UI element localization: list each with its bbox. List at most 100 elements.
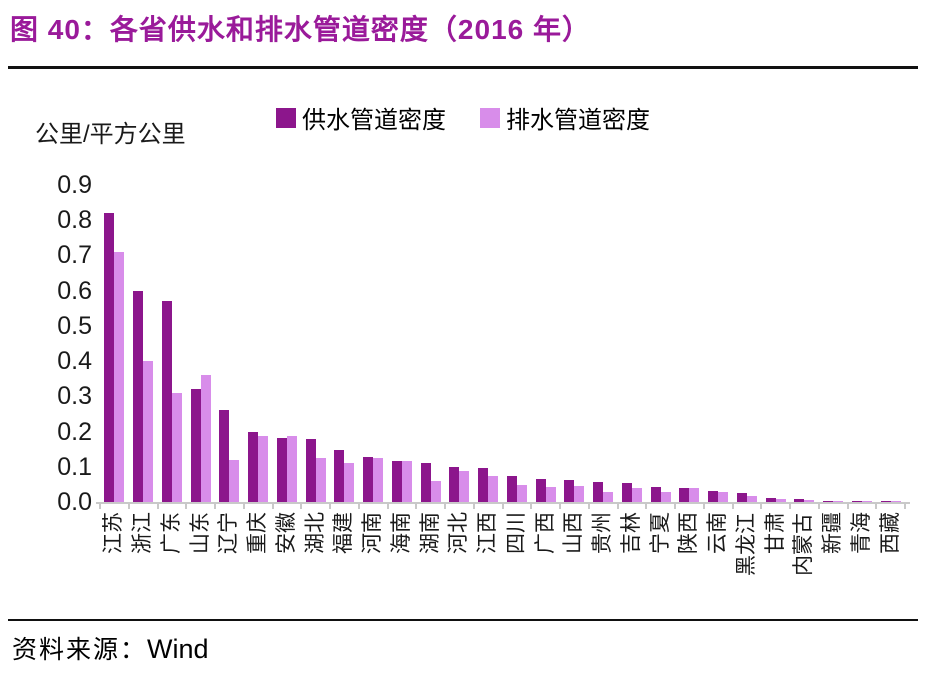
- bar-supply: [219, 410, 230, 502]
- x-axis-label: 安徽: [274, 512, 298, 554]
- x-axis-label: 贵州: [591, 512, 615, 554]
- legend-item-supply: 供水管道密度: [276, 100, 446, 135]
- x-tick-mark: [444, 502, 446, 509]
- bar-supply: [363, 456, 374, 502]
- bar-drainage: [229, 460, 240, 502]
- bar-drainage: [200, 375, 211, 502]
- bar-supply: [593, 481, 604, 502]
- bar-drainage: [833, 500, 844, 502]
- x-tick-mark: [559, 502, 561, 509]
- bar-drainage: [660, 492, 671, 502]
- x-tick-mark: [127, 502, 130, 509]
- y-tick-label: 0.0: [57, 488, 92, 516]
- x-tick-mark: [702, 502, 705, 509]
- x-tick-mark: [674, 502, 676, 509]
- bar-supply: [104, 213, 115, 502]
- bar-supply: [708, 491, 719, 502]
- bar-drainage: [574, 485, 585, 502]
- bar-supply: [765, 498, 776, 502]
- x-tick-mark: [415, 502, 418, 509]
- x-tick-mark: [300, 502, 303, 509]
- y-tick-label: 0.3: [57, 382, 92, 411]
- bar-drainage: [488, 475, 499, 502]
- bar-supply: [736, 493, 747, 502]
- x-tick-mark: [214, 502, 216, 509]
- y-tick-label: 0.2: [57, 417, 92, 446]
- bar-supply: [334, 449, 345, 502]
- x-axis-label: 青海: [849, 512, 873, 554]
- bar-drainage: [804, 499, 815, 502]
- legend-item-drainage: 排水管道密度: [480, 100, 650, 135]
- bar-drainage: [315, 458, 326, 502]
- x-axis-label: 甘肃: [763, 512, 787, 554]
- x-tick-mark: [530, 502, 533, 509]
- bar-drainage: [401, 461, 412, 502]
- x-axis-label: 湖北: [303, 512, 327, 554]
- x-axis-label: 重庆: [246, 512, 270, 554]
- bar-supply: [478, 467, 489, 502]
- bar-supply: [823, 500, 834, 502]
- x-axis-label: 宁夏: [648, 512, 672, 554]
- x-axis-label: 吉林: [619, 512, 643, 554]
- x-tick-mark: [242, 502, 245, 509]
- x-tick-mark: [645, 502, 648, 509]
- x-axis-label: 河南: [361, 512, 385, 554]
- x-axis-label: 湖南: [418, 512, 442, 554]
- bar-drainage: [373, 458, 384, 502]
- bar-drainage: [775, 498, 786, 502]
- x-axis-label: 浙江: [131, 512, 155, 554]
- title-divider: [8, 66, 918, 69]
- footer-divider: [8, 619, 918, 621]
- x-axis-label: 江苏: [102, 512, 126, 554]
- bar-drainage: [286, 435, 297, 502]
- x-tick-mark: [875, 502, 878, 509]
- x-tick-mark: [329, 502, 331, 509]
- bar-supply: [305, 439, 316, 502]
- bar-drainage: [746, 495, 757, 502]
- x-tick-mark: [789, 502, 791, 509]
- x-axis-label: 福建: [332, 512, 356, 554]
- x-axis-label: 陕西: [677, 512, 701, 554]
- x-axis-label: 云南: [706, 512, 730, 554]
- bar-supply: [794, 499, 805, 502]
- bar-supply: [248, 431, 259, 502]
- bar-supply: [391, 460, 402, 502]
- x-tick-mark: [386, 502, 389, 509]
- x-axis-label: 山西: [562, 512, 586, 554]
- x-tick-mark: [616, 502, 619, 509]
- x-axis-label: 河北: [447, 512, 471, 554]
- x-axis-label: 江西: [476, 512, 500, 554]
- y-tick-label: 0.6: [57, 276, 92, 305]
- bar-supply: [650, 486, 661, 502]
- bar-drainage: [171, 392, 182, 502]
- bar-drainage: [718, 491, 729, 502]
- bar-drainage: [516, 485, 527, 502]
- x-tick-mark: [185, 502, 188, 509]
- x-tick-mark: [156, 502, 159, 509]
- legend-swatch-drainage-icon: [480, 107, 500, 128]
- y-tick-label: 0.1: [57, 452, 92, 481]
- source-line: 资料来源：Wind: [12, 630, 209, 666]
- y-tick-label: 0.4: [57, 347, 92, 376]
- source-label: 资料来源：: [12, 637, 148, 664]
- x-axis-label: 海南: [389, 512, 413, 554]
- bar-drainage: [143, 361, 154, 502]
- bar-supply: [449, 466, 460, 502]
- legend-label-drainage: 排水管道密度: [506, 107, 650, 134]
- bar-supply: [190, 389, 201, 502]
- bar-supply: [161, 301, 172, 502]
- x-tick-mark: [817, 502, 820, 509]
- x-tick-mark: [587, 502, 590, 509]
- bar-drainage: [603, 491, 614, 502]
- x-axis-label: 新疆: [821, 512, 845, 554]
- x-tick-mark: [99, 502, 101, 509]
- bar-supply: [133, 290, 144, 502]
- source-value: Wind: [147, 634, 209, 664]
- bar-supply: [276, 437, 287, 502]
- bar-supply: [506, 475, 517, 502]
- chart-legend: 供水管道密度 排水管道密度: [0, 100, 926, 135]
- y-tick-label: 0.8: [57, 206, 92, 235]
- x-axis-label: 辽宁: [217, 512, 241, 554]
- figure-title: 图 40：各省供水和排水管道密度（2016 年）: [10, 14, 591, 45]
- y-tick-label: 0.5: [57, 311, 92, 340]
